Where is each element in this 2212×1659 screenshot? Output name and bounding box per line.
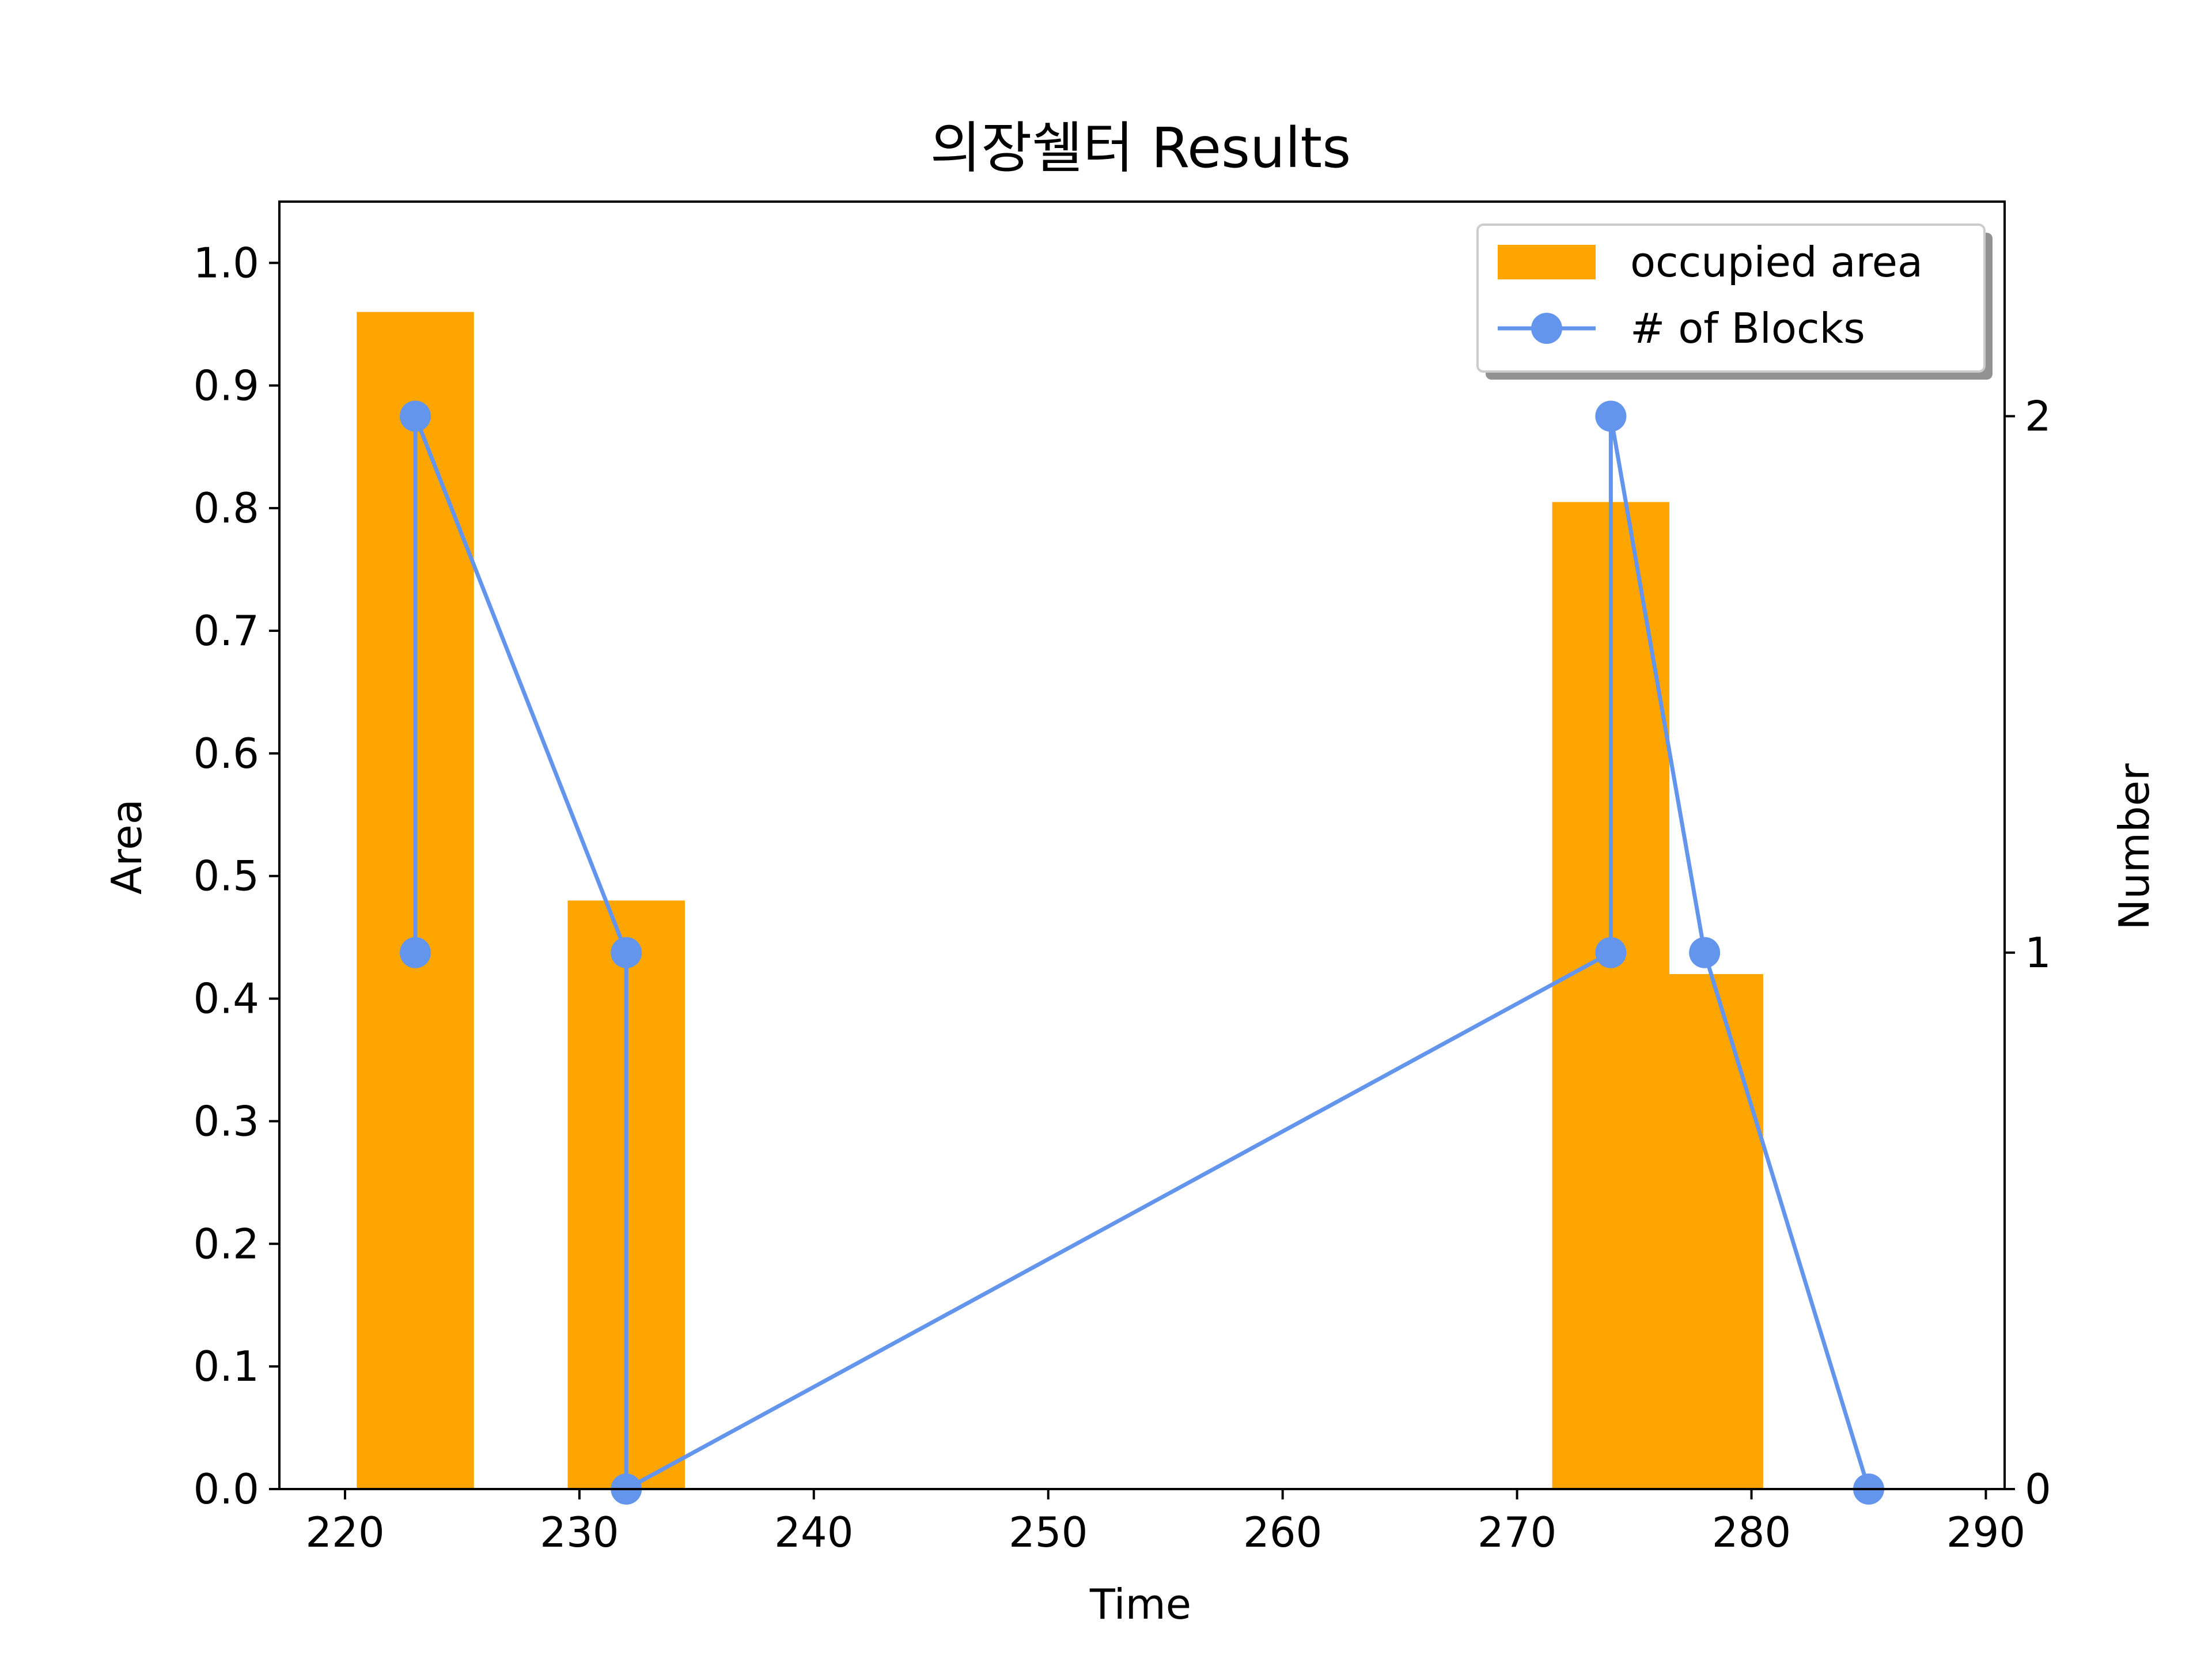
y-left-tick-label-1: 0.1 bbox=[193, 1342, 259, 1391]
y-left-tick-label-3: 0.3 bbox=[193, 1097, 259, 1145]
line-point-1 bbox=[400, 400, 431, 432]
y-left-tick-label-6: 0.6 bbox=[193, 729, 259, 778]
y-left-tick-label-9: 0.9 bbox=[193, 361, 259, 410]
axes-layer: 220 230 240 250 260 270 280 290 0.0 0.1 0.2 0.3 0.4 0… bbox=[193, 200, 2051, 1556]
y-axis-label-right: Number bbox=[2110, 763, 2158, 930]
y-left-tick-label-4: 0.4 bbox=[193, 975, 259, 1023]
y-right-tick-label-2: 2 bbox=[2025, 392, 2051, 441]
y-left-tick-label-5: 0.5 bbox=[193, 852, 259, 900]
chart-title: 의장쉘터 Results bbox=[930, 116, 1351, 180]
line-point-5 bbox=[1595, 400, 1627, 432]
series-line bbox=[413, 414, 1871, 1491]
y-right-tick-label-1: 1 bbox=[2025, 929, 2051, 977]
x-tick-label-0: 220 bbox=[305, 1508, 384, 1556]
x-tick-label-2: 240 bbox=[774, 1508, 853, 1556]
y-left-tick-label-0: 0.0 bbox=[193, 1465, 259, 1513]
y-left-tick-label-8: 0.8 bbox=[193, 484, 259, 532]
y-right-tick-label-0: 0 bbox=[2025, 1465, 2051, 1513]
plot-frame bbox=[278, 200, 2006, 1490]
x-tick-label-4: 260 bbox=[1243, 1508, 1322, 1556]
legend-box bbox=[1476, 224, 1986, 373]
bars-layer bbox=[357, 312, 1763, 1489]
x-tick-label-7: 290 bbox=[1946, 1508, 2025, 1556]
x-tick-label-5: 270 bbox=[1478, 1508, 1556, 1556]
x-tick-label-1: 230 bbox=[540, 1508, 619, 1556]
y-left-tick-label-7: 0.7 bbox=[193, 607, 259, 655]
line-point-0 bbox=[400, 937, 431, 968]
x-tick-label-6: 280 bbox=[1712, 1508, 1791, 1556]
line-point-6 bbox=[1689, 937, 1721, 968]
y-left-tick-label-2: 0.2 bbox=[193, 1219, 259, 1268]
y-left-tick-label-10: 1.0 bbox=[193, 238, 259, 287]
legend-swatch-bars bbox=[1498, 245, 1596, 279]
line-point-2 bbox=[611, 937, 642, 968]
x-axis-label: Time bbox=[1089, 1580, 1191, 1628]
y-axis-label-left: Area bbox=[103, 799, 151, 895]
legend-label-bars: occupied area bbox=[1630, 238, 1923, 286]
legend: occupied area # of Blocks bbox=[1476, 224, 1993, 380]
legend-label-line: # of Blocks bbox=[1630, 304, 1865, 353]
line-point-4 bbox=[1595, 937, 1627, 968]
bar-3 bbox=[1646, 974, 1763, 1489]
legend-swatch-marker bbox=[1531, 313, 1562, 344]
x-tick-label-3: 250 bbox=[1009, 1508, 1088, 1556]
